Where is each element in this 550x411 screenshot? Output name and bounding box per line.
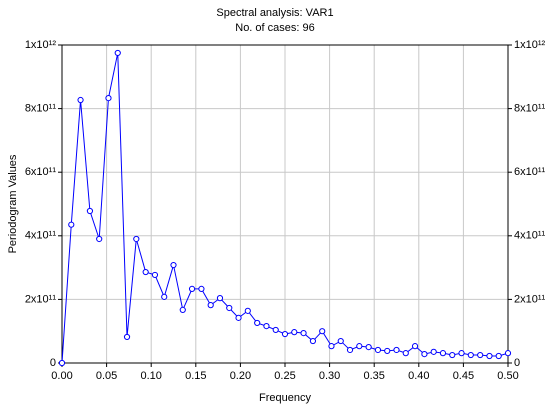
y2-tick-label: 2x10¹¹ — [514, 293, 546, 305]
marker — [123, 333, 131, 341]
x-tick-label: 0.45 — [453, 370, 474, 382]
marker — [356, 343, 363, 350]
marker — [188, 285, 196, 293]
marker — [170, 261, 177, 269]
marker — [477, 351, 484, 359]
x-tick-label: 0.40 — [408, 370, 429, 382]
y-tick-label: 6x10¹¹ — [25, 166, 57, 178]
y2-tick-label: 4x10¹¹ — [514, 230, 546, 242]
marker — [58, 359, 66, 367]
y-tick-label: 0 — [50, 357, 56, 369]
marker — [467, 351, 474, 359]
plot-frame — [61, 44, 509, 364]
marker — [384, 347, 391, 355]
chart-title: Spectral analysis: VAR1 — [216, 7, 333, 19]
x-tick-label: 0.00 — [51, 370, 72, 382]
marker — [216, 295, 224, 302]
marker — [68, 221, 75, 228]
marker — [486, 352, 493, 360]
x-tick-label: 0.20 — [230, 370, 251, 382]
marker — [226, 304, 233, 312]
x-tick-label: 0.50 — [497, 370, 518, 382]
marker — [411, 343, 419, 350]
marker — [105, 95, 112, 102]
marker — [161, 293, 168, 300]
marker — [96, 235, 103, 243]
marker — [254, 319, 261, 327]
chart-subtitle: No. of cases: 96 — [235, 22, 315, 34]
marker — [337, 337, 344, 345]
x-tick-label: 0.05 — [96, 370, 117, 382]
marker — [430, 348, 437, 355]
marker — [198, 285, 205, 293]
y2-tick-label: 0 — [514, 357, 520, 369]
marker — [319, 328, 326, 335]
y-axis-label: Periodogram Values — [7, 154, 19, 253]
y2-tick-label: 8x10¹¹ — [514, 103, 546, 115]
marker — [272, 326, 279, 334]
marker — [458, 350, 465, 357]
x-tick-label: 0.15 — [185, 370, 206, 382]
marker — [263, 323, 270, 330]
y2-tick-label: 6x10¹¹ — [514, 166, 546, 178]
marker — [244, 307, 251, 314]
marker — [439, 350, 447, 357]
marker — [402, 350, 409, 357]
marker — [281, 330, 289, 338]
marker — [151, 271, 159, 279]
marker — [133, 235, 140, 243]
marker — [77, 96, 84, 104]
y-tick-label: 1x10¹² — [25, 39, 57, 51]
y2-tick-label: 1x10¹² — [514, 39, 546, 51]
x-tick-label: 0.30 — [319, 370, 340, 382]
marker — [449, 351, 456, 359]
marker — [179, 306, 186, 313]
marker — [142, 268, 149, 276]
x-tick-label: 0.25 — [274, 370, 295, 382]
marker — [346, 346, 354, 354]
marker — [309, 337, 317, 345]
marker — [374, 346, 382, 354]
x-axis-label: Frequency — [259, 392, 311, 404]
y-tick-label: 2x10¹¹ — [25, 293, 57, 305]
marker — [114, 49, 121, 57]
marker — [207, 302, 214, 309]
marker — [393, 346, 400, 354]
marker — [328, 343, 335, 350]
marker — [421, 350, 428, 358]
y-tick-label: 4x10¹¹ — [25, 230, 57, 242]
y-tick-label: 8x10¹¹ — [25, 103, 57, 115]
x-tick-label: 0.10 — [140, 370, 161, 382]
marker — [291, 329, 298, 336]
marker — [365, 344, 372, 351]
marker — [300, 330, 307, 337]
marker — [86, 207, 94, 215]
x-tick-label: 0.35 — [363, 370, 384, 382]
marker — [495, 352, 502, 360]
marker — [504, 350, 512, 357]
marker — [235, 314, 242, 321]
